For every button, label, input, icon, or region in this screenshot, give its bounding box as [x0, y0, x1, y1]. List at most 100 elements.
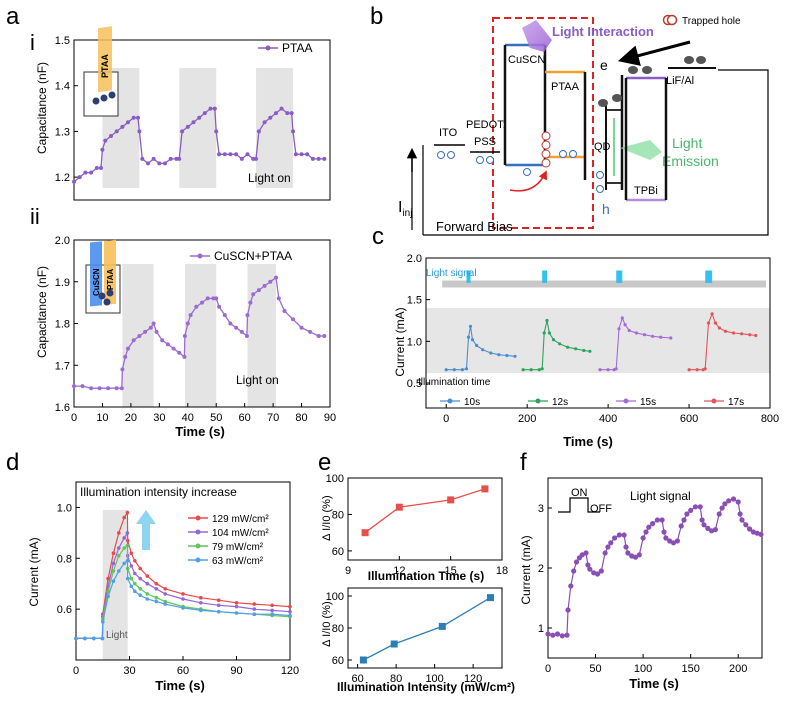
chart-f-series-point	[545, 631, 551, 637]
chart-e-bottom-xtick-label: 80	[390, 673, 402, 685]
chart-d-series-3-point	[92, 636, 96, 641]
chart-f-series-point	[632, 554, 639, 560]
chart-a-ii-series-point	[120, 367, 125, 372]
current-label: Iinj	[398, 199, 412, 219]
chart-e-top-ylabel: ∆ I/I0 (%)	[321, 495, 333, 540]
signal-wave-icon	[558, 497, 600, 513]
chart-a-ii-xlabel: Time (s)	[175, 424, 225, 439]
chart-e-bottom: 60 80 100 60 80 100 120 ∆ I/I0 (%) Illuminatio…	[321, 587, 515, 694]
chart-d-ytick-label: 0.6	[57, 604, 72, 616]
chart-d-series-3-point	[216, 609, 221, 614]
chart-a-i-series-point	[214, 129, 219, 134]
chart-a-i-series-point	[191, 120, 196, 125]
panel-letter-c: c	[372, 223, 384, 250]
chart-e-bottom-ytick-label: 100	[326, 591, 344, 603]
chart-f-series-point	[564, 632, 570, 638]
chart-c-series-3-point	[703, 367, 707, 371]
chart-d-legend-marker	[195, 515, 201, 521]
chart-a-ii-series-point	[171, 346, 176, 351]
chart-c-series-3-point	[740, 332, 744, 336]
chart-c-series-1-point	[558, 342, 562, 346]
chart-a-ii-series-point	[154, 329, 159, 334]
chart-e-bottom-point	[390, 640, 398, 648]
chart-c: 0.5 1.0 1.5 2.0 0 200 400 600 800 Current (mA) T…	[393, 253, 779, 449]
chart-e-top-point	[395, 503, 403, 511]
chart-a-ii-series-point	[222, 313, 227, 318]
chart-d-xlabel: Time (s)	[155, 678, 205, 693]
chart-a-ii-series-point	[72, 384, 76, 389]
chart-f-series-point	[678, 523, 684, 529]
chart-f-series-point	[737, 511, 743, 517]
chart-d-series-0-point	[288, 604, 292, 609]
chart-c-series-3-point	[695, 368, 699, 372]
chart-a-ii-series-point	[276, 296, 281, 301]
chart-a-i-series-point	[262, 120, 267, 125]
chart-a-ii-series-point	[299, 325, 304, 330]
chart-d-series-3-point	[252, 612, 257, 616]
chart-e-bottom-ytick-label: 60	[332, 655, 344, 667]
chart-a-ii-series-point	[217, 304, 222, 309]
chart-d-series-3-point	[270, 612, 275, 616]
chart-d-series-3-line	[76, 559, 291, 640]
chart-c-series-2-point	[627, 328, 631, 333]
chart-d-series-3-point	[100, 636, 105, 641]
chart-f-series-point	[697, 504, 703, 510]
chart-a-ii-xtick-label: 50	[210, 412, 222, 424]
chart-a-i-inset: PTAA	[83, 26, 119, 117]
chart-a-ii-series-point	[308, 329, 313, 334]
chart-a-ii-series-point	[151, 321, 156, 326]
chart-d-series-3-point	[133, 589, 137, 594]
chart-d-series-3-point	[288, 613, 292, 618]
chart-d-series-3-point	[122, 561, 126, 566]
chart-d-series-2-point	[117, 553, 121, 558]
layer-ito: ITO	[439, 127, 458, 139]
chart-f-ylabel: Current (mA)	[519, 535, 533, 604]
chart-a-ii-series-point	[177, 350, 182, 355]
chart-a-i-series-point	[285, 111, 290, 116]
chart-f-series-point	[701, 522, 707, 528]
chart-a-i-series-point	[174, 156, 179, 161]
chart-f-series-point	[565, 607, 571, 613]
chart-d-light-label: Light	[106, 630, 128, 641]
chart-c-series-2-point	[669, 336, 673, 340]
chart-d-series-3-point	[125, 559, 130, 563]
chart-c-xlabel: Time (s)	[563, 434, 613, 449]
chart-a-ii-xtick-label: 10	[96, 412, 108, 424]
chart-a-ii-series-point	[165, 342, 170, 347]
chart-a-i-ytick-label: 1.3	[55, 126, 70, 138]
chart-a-i-series-point	[245, 152, 250, 157]
chart-c-shade	[426, 308, 770, 373]
panel-letter-b: b	[370, 3, 383, 30]
chart-e-top-ytick-label: 80	[332, 509, 344, 521]
chart-a-i-series-point	[305, 152, 310, 157]
chart-f-series-point	[654, 517, 661, 523]
chart-c-series-2-point	[651, 334, 655, 338]
chart-d-series-0-point	[199, 595, 203, 600]
panel-letter-f: f	[520, 449, 527, 476]
chart-a-ii-legend: CuSCN+PTAA	[190, 249, 292, 263]
chart-a-i-series-point	[151, 156, 156, 161]
chart-f-series-point	[705, 525, 711, 532]
chart-a-ii-series-point	[251, 292, 256, 297]
chart-d-series-0-point	[163, 587, 167, 591]
chart-a-i-series-point	[126, 120, 130, 125]
chart-f-xlabel: Time (s)	[629, 676, 679, 691]
chart-a-i-light-window	[256, 68, 294, 188]
chart-a-i: 1.2 1.3 1.4 1.5 Capacitance (nF) PTAA Light…	[35, 26, 331, 201]
chart-f-series-point	[699, 517, 705, 523]
chart-a-ii-series-point	[185, 321, 190, 326]
chart-e-top-ytick-label: 60	[332, 546, 344, 558]
chart-a-i-series-point	[140, 156, 145, 161]
chart-a-ii-series-point	[148, 325, 153, 330]
chart-f-series-point	[692, 504, 699, 510]
chart-d-legend-marker	[195, 543, 201, 549]
chart-c-series-2-point	[606, 368, 610, 372]
light-emission-label-1: Light	[672, 135, 702, 151]
chart-c-ytick-label: 0.5	[407, 378, 422, 390]
chart-c-series-0-point	[444, 368, 448, 372]
chart-d-series-2-point	[111, 569, 116, 573]
chart-f-xtick-label: 150	[681, 663, 699, 675]
chart-a-ii-series-point	[248, 300, 253, 305]
chart-f-series-point	[684, 511, 690, 517]
chart-a-ii-ytick-label: 1.9	[55, 277, 70, 289]
